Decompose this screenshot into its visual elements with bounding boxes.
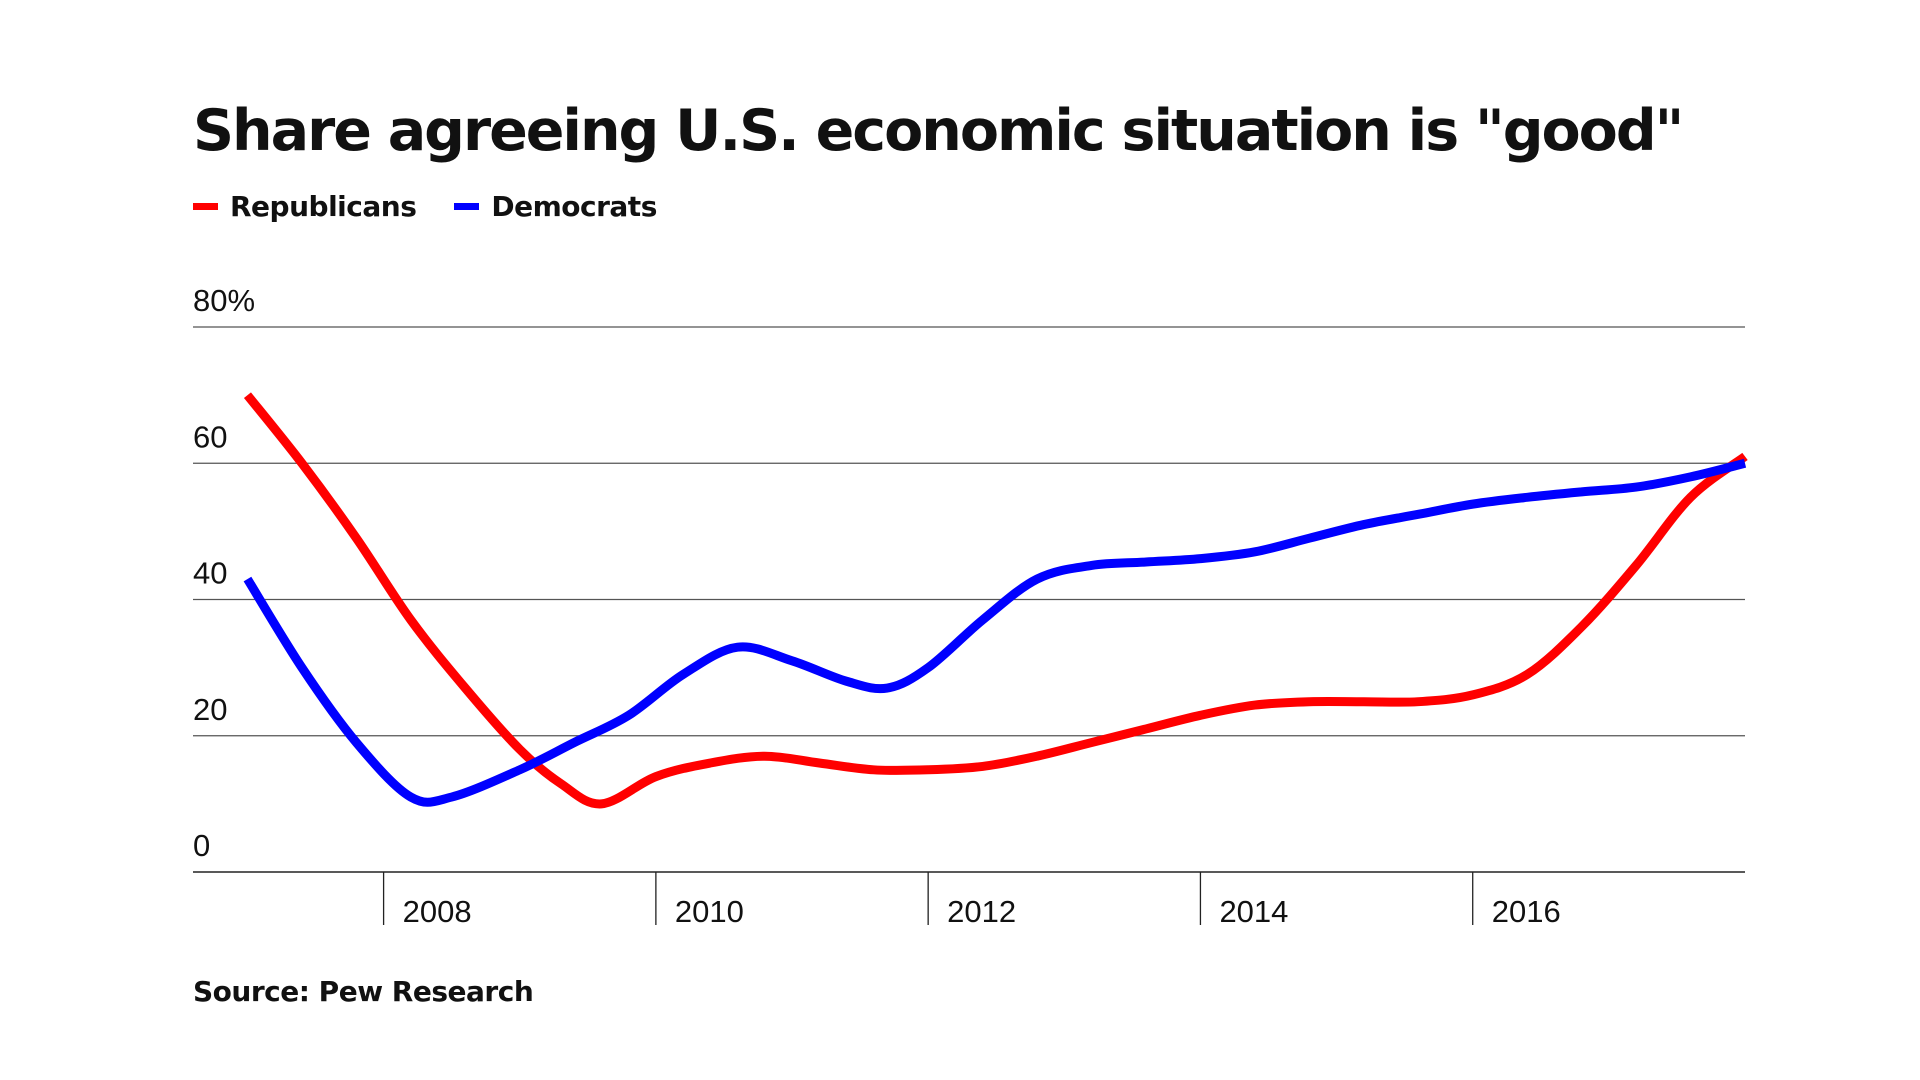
x-axis: 2008 2010 2012 2014 2016: [382, 872, 1561, 929]
chart-legend: Republicans Democrats: [193, 190, 695, 223]
legend-swatch-republicans: [193, 203, 218, 210]
chart-title: Share agreeing U.S. economic situation i…: [193, 98, 1684, 164]
legend-item-republicans: Republicans: [193, 190, 417, 223]
x-tick-label-2016: 2016: [1492, 894, 1561, 929]
y-tick-label-40: 40: [193, 556, 227, 591]
x-tick-label-2010: 2010: [675, 894, 744, 929]
y-tick-label-80: 80%: [193, 283, 255, 318]
x-tick-label-2008: 2008: [403, 894, 472, 929]
legend-item-democrats: Democrats: [454, 190, 657, 223]
y-tick-label-20: 20: [193, 692, 227, 727]
series-line-democrats: [243, 458, 1747, 807]
y-tick-label-60: 60: [193, 419, 227, 454]
y-tick-label-0: 0: [193, 828, 210, 863]
legend-swatch-democrats: [454, 203, 480, 210]
x-tick-label-2014: 2014: [1219, 894, 1288, 929]
legend-label-democrats: Democrats: [491, 190, 657, 223]
series-line-republicans: [243, 392, 1748, 809]
x-tick-label-2012: 2012: [947, 894, 1016, 929]
legend-label-republicans: Republicans: [230, 190, 417, 223]
chart-source: Source: Pew Research: [193, 975, 534, 1008]
y-gridlines: 0 20 40 60 80%: [193, 283, 1745, 873]
